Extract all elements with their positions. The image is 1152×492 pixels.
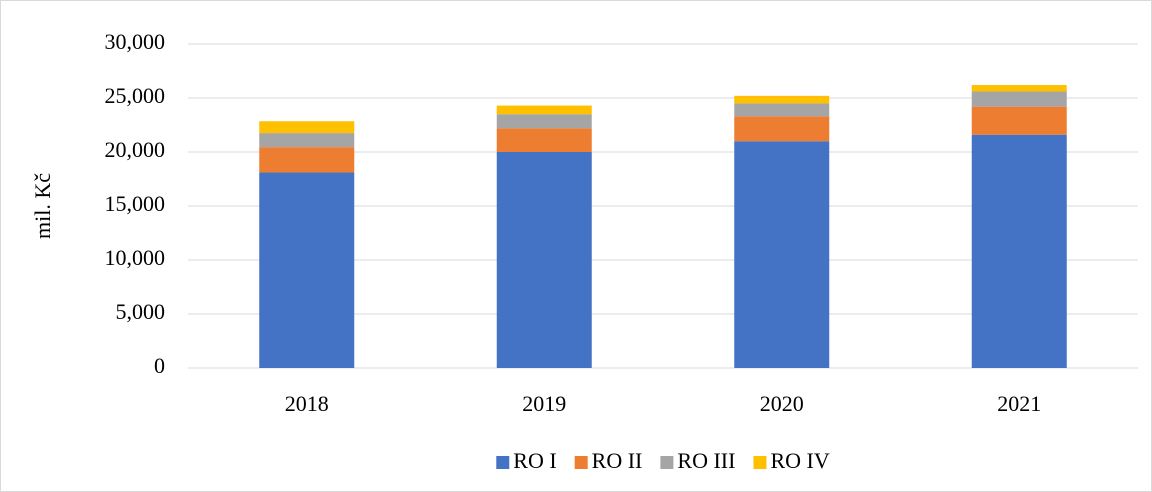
- y-tick-label: 30,000: [105, 29, 166, 54]
- x-tick-label: 2018: [285, 391, 329, 416]
- bar-segment: [259, 147, 355, 173]
- y-tick-label: 10,000: [105, 245, 166, 270]
- legend-label: RO IV: [770, 448, 829, 473]
- legend-label: RO I: [513, 448, 556, 473]
- legend-swatch: [660, 456, 674, 469]
- bar-segment: [734, 116, 830, 142]
- bar-segment: [496, 105, 592, 115]
- bar-segment: [734, 103, 830, 117]
- legend-label: RO III: [677, 448, 735, 473]
- y-tick-label: 5,000: [116, 299, 166, 324]
- x-tick-label: 2019: [522, 391, 566, 416]
- bar-segment: [971, 91, 1067, 107]
- bar-segment: [259, 133, 355, 148]
- x-tick-label: 2020: [760, 391, 804, 416]
- bar-segment: [734, 95, 830, 104]
- y-axis-label: mil. Kč: [30, 173, 55, 239]
- legend-label: RO II: [592, 448, 643, 473]
- legend-swatch: [574, 456, 588, 469]
- y-tick-label: 20,000: [105, 137, 166, 162]
- bar-segment: [259, 172, 355, 368]
- legend-swatch: [753, 456, 767, 469]
- bar-segment: [971, 85, 1067, 92]
- bar-segment: [496, 152, 592, 368]
- bar-segment: [734, 141, 830, 368]
- bar-segment: [971, 134, 1067, 368]
- bar-segment: [496, 114, 592, 129]
- bar-segment: [496, 128, 592, 152]
- legend-swatch: [496, 456, 510, 469]
- bar-segment: [971, 106, 1067, 135]
- bar-segment: [259, 121, 355, 134]
- y-tick-label: 0: [154, 353, 165, 378]
- x-tick-label: 2021: [997, 391, 1041, 416]
- y-tick-label: 15,000: [105, 191, 166, 216]
- y-tick-label: 25,000: [105, 83, 166, 108]
